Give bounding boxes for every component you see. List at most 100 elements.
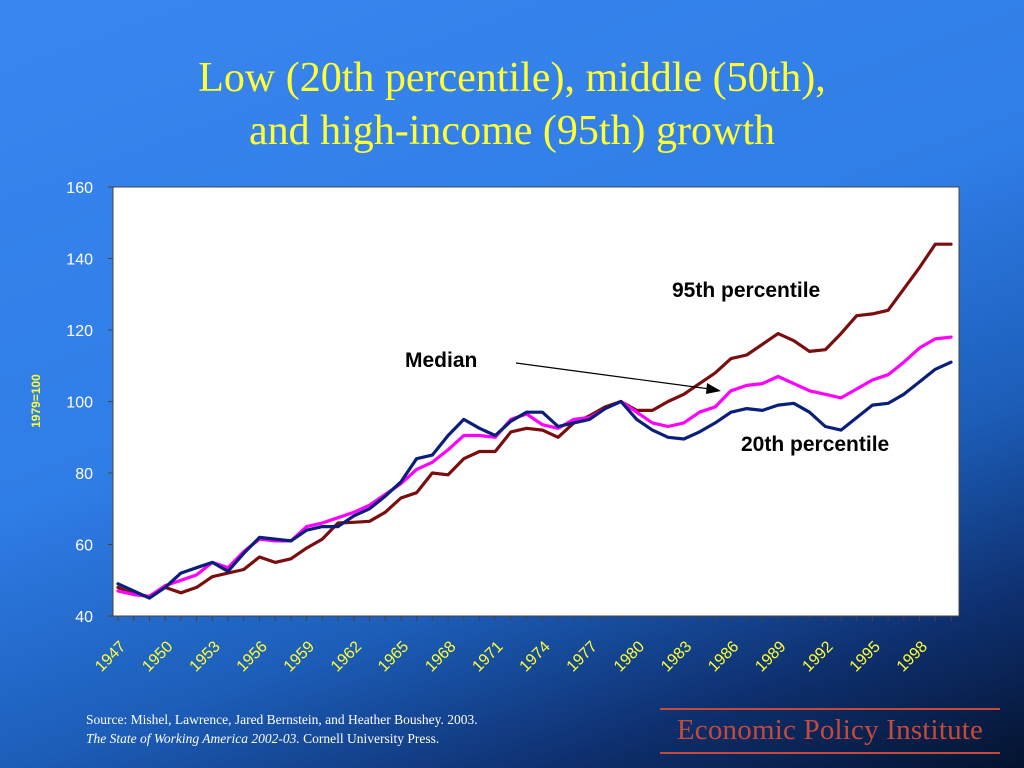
data-point [305, 546, 308, 550]
data-point [729, 389, 733, 392]
data-point [289, 539, 293, 543]
data-point [619, 400, 623, 403]
data-point [572, 421, 575, 425]
data-point [494, 450, 497, 453]
x-tick-label: 1974 [517, 638, 554, 675]
data-point [635, 418, 638, 421]
y-axis-label: 1979=100 [29, 374, 43, 428]
data-point [808, 411, 811, 414]
data-point [462, 434, 465, 437]
data-point [509, 420, 513, 423]
data-point [651, 428, 654, 432]
data-point [698, 411, 701, 414]
data-point [258, 536, 261, 539]
data-point [179, 571, 183, 575]
data-point [415, 457, 418, 460]
y-tick-label: 120 [66, 323, 93, 340]
data-point [541, 423, 544, 426]
x-tick-label: 1959 [281, 638, 318, 675]
data-point [918, 266, 921, 269]
logo-rule-top [660, 708, 1000, 710]
data-point [934, 243, 937, 246]
data-point [305, 525, 308, 528]
annotation-95th-percentile: 95th percentile [672, 279, 820, 302]
data-point [871, 312, 874, 316]
data-point [776, 332, 780, 335]
source-citation: Source: Mishel, Lawrence, Jared Bernstei… [86, 710, 478, 748]
data-point [666, 425, 670, 428]
data-point [446, 473, 450, 476]
annotation-20th-percentile: 20th percentile [741, 433, 889, 456]
data-point [352, 521, 355, 524]
data-point [415, 468, 418, 471]
data-point [116, 582, 120, 585]
data-point [226, 570, 230, 573]
data-point [116, 589, 120, 593]
data-point [446, 448, 450, 451]
data-point [635, 411, 638, 414]
source-line-2: The State of Working America 2002-03. Co… [86, 729, 478, 748]
data-point [886, 373, 890, 376]
data-point [132, 593, 135, 596]
data-point [352, 514, 355, 518]
slide-title: Low (20th percentile), middle (50th), an… [0, 52, 1024, 158]
data-point [368, 507, 371, 510]
data-point [824, 348, 827, 351]
data-point [336, 516, 340, 519]
data-point [792, 382, 795, 385]
epi-logo: Economic Policy Institute [660, 708, 1000, 754]
data-point [682, 437, 685, 441]
data-point [698, 382, 701, 385]
data-point [258, 555, 261, 559]
data-point [824, 393, 827, 396]
plot-area [112, 186, 960, 617]
data-point [525, 411, 528, 414]
data-point [195, 573, 198, 577]
data-point [761, 343, 764, 346]
data-point [745, 353, 748, 357]
y-tick-label: 140 [66, 252, 93, 269]
data-point [352, 511, 355, 514]
data-point [321, 521, 324, 525]
data-point [336, 525, 340, 528]
data-point [384, 511, 387, 514]
data-point [714, 421, 717, 425]
x-tick-label: 1953 [187, 638, 224, 675]
data-point [604, 407, 607, 410]
series-line-20th-percentile [116, 360, 953, 600]
x-tick-label: 1971 [469, 638, 506, 675]
data-point [321, 525, 324, 528]
data-point [824, 425, 827, 428]
data-point [761, 409, 764, 412]
data-point [132, 589, 135, 593]
data-point [902, 393, 905, 396]
source-line-1: Source: Mishel, Lawrence, Jared Bernstei… [86, 712, 478, 727]
data-point [494, 434, 497, 437]
data-point [839, 396, 843, 400]
data-point [541, 411, 544, 414]
data-point [839, 428, 843, 432]
data-point [918, 380, 921, 383]
data-point [855, 314, 858, 317]
data-point [164, 586, 167, 589]
data-point [431, 453, 434, 457]
data-point [886, 402, 890, 405]
series-line-95th-percentile [116, 242, 953, 598]
data-point [792, 339, 795, 342]
data-point [745, 384, 748, 387]
data-point [839, 332, 843, 335]
data-point [651, 409, 654, 412]
data-point [855, 416, 858, 419]
x-tick-label: 1965 [375, 638, 412, 675]
data-point [462, 457, 465, 460]
data-point [368, 504, 371, 507]
data-point [242, 552, 245, 555]
data-point [478, 427, 481, 430]
x-tick-label: 1962 [328, 638, 365, 675]
data-point [431, 471, 434, 475]
data-point [855, 387, 858, 391]
data-point [415, 491, 418, 494]
y-tick-label: 80 [75, 466, 93, 483]
data-point [195, 566, 198, 569]
